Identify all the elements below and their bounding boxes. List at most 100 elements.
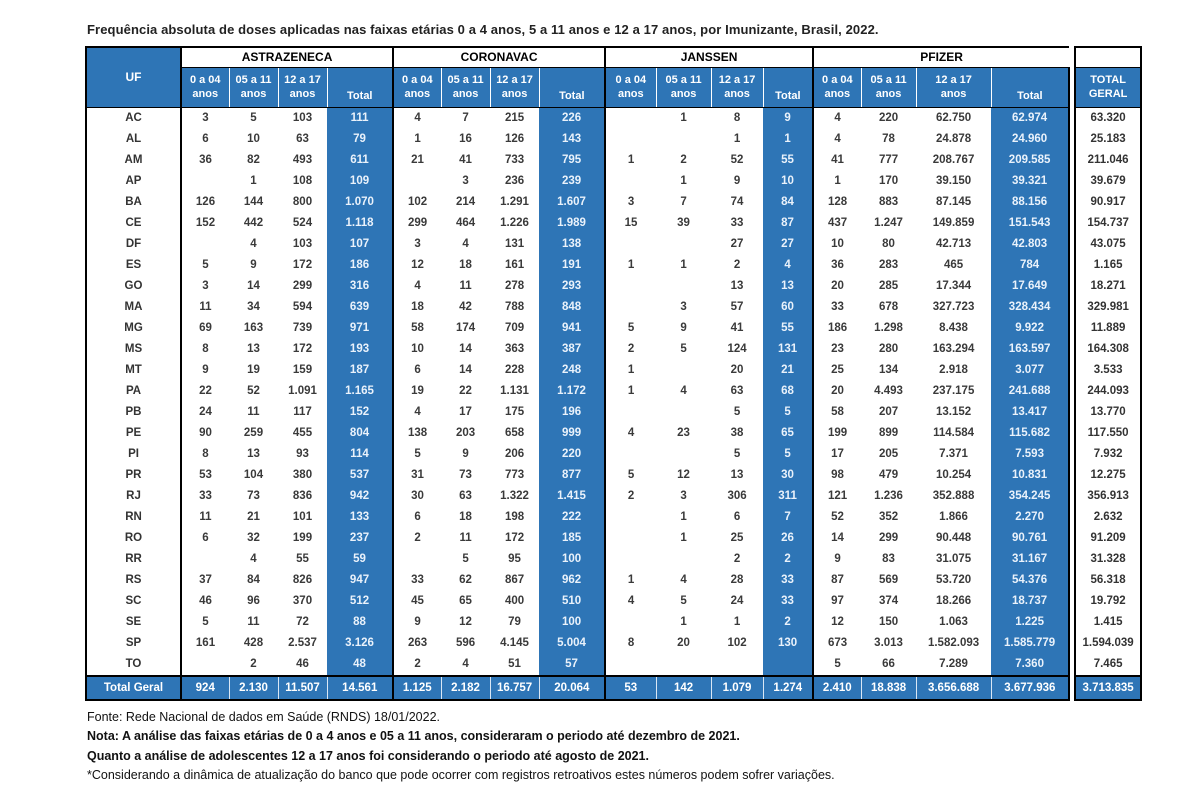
group-total-cell: 185 [539,527,606,549]
data-cell: 1 [733,133,741,145]
vaccine-group-header-coronavac: CORONAVAC [392,46,606,68]
column-gap [1069,47,1076,107]
grand-total-cell: 117.550 [1074,422,1143,444]
column-gap [1069,317,1076,339]
data-cell [604,611,657,633]
data-cell: 14 [812,527,862,549]
group-total-cell: 942 [327,485,394,507]
table-header: UF ASTRAZENECA CORONAVAC JANSSEN PFIZER … [85,46,1143,108]
data-cell: 455 [292,427,313,439]
variation-note: *Considerando a dinâmica de atualização … [87,768,835,782]
table-row: CE 152 442 524 1.118 299 464 1.226 1.989 15 39 33 87… [85,212,1143,234]
data-cell: 493 [292,154,313,166]
group-total-cell: 10 [763,170,814,192]
data-cell: 1.091 [288,385,317,397]
group-total-cell: 537 [327,464,394,486]
data-cell: 17 [812,443,862,465]
table-row: RS 37 84 826 947 33 62 867 962 1 4 28 33 87 569 53.720 5… [85,569,1143,591]
group-total-cell: 5.004 [539,632,606,654]
table-row: AC 3 5 103 111 4 7 215 226 1 8 9 4 220 62.750 62.974 63.… [85,107,1143,129]
data-cell: 3 [680,301,687,313]
data-cell: 30 [392,485,442,507]
row-label: BA [85,191,181,213]
group-total-cell: 237 [327,527,394,549]
data-cell: 78 [882,133,895,145]
data-cell: 138 [392,422,442,444]
group-total-cell: 13 [763,275,814,297]
group-total-cell: 226 [539,107,606,129]
table-row: BA 126 144 800 1.070 102 214 1.291 1.607 3 7 74 84 12… [85,191,1143,213]
data-cell: 199 [812,422,862,444]
group-total-cell: 512 [327,590,394,612]
data-cell: 16 [459,133,472,145]
row-label: RN [85,506,181,528]
column-gap [1069,254,1076,276]
data-cell: 3 [680,490,687,502]
data-cell: 24 [180,401,229,423]
row-label: MG [85,317,181,339]
table-row: RR 4 55 59 5 95 100 2 2 9 83 31.075 31.167 31.328 [85,548,1143,570]
data-cell [180,233,229,255]
grand-total-cell: 11.889 [1074,317,1143,339]
group-total-cell: 100 [539,548,606,570]
group-total-cell: 151.543 [991,212,1071,234]
group-total-cell: 795 [539,149,606,171]
data-cell: 899 [878,427,899,439]
totals-cell: 142 [655,674,712,701]
group-total-cell: 999 [539,422,606,444]
data-cell: 1.226 [500,217,529,229]
data-cell: 352.888 [932,490,975,502]
data-cell: 10.254 [935,469,972,481]
group-total-cell: 877 [539,464,606,486]
group-total-cell: 100 [539,611,606,633]
data-cell: 69 [180,317,229,339]
data-cell: 207 [878,406,899,418]
data-cell: 596 [455,637,476,649]
data-cell: 13 [247,343,260,355]
data-cell: 1 [680,259,687,271]
column-gap [1069,485,1076,507]
group-total-cell: 65 [763,422,814,444]
data-cell: 170 [878,175,899,187]
totals-cell: 2.410 [812,674,862,701]
group-total-cell: 248 [539,359,606,381]
totals-cell: 18.838 [860,674,917,701]
group-total-cell: 1.165 [327,380,394,402]
data-cell: 208.767 [932,154,975,166]
group-total-cell: 62.974 [991,107,1071,129]
data-cell: 4.493 [874,385,903,397]
grand-total-cell: 13.770 [1074,401,1143,423]
column-gap [1069,422,1076,444]
data-cell: 149.859 [932,217,975,229]
data-cell: 37 [180,569,229,591]
data-cell: 10 [392,338,442,360]
data-cell: 4 [250,238,257,250]
data-cell: 1 [680,175,687,187]
data-cell: 1.291 [500,196,529,208]
data-cell: 9 [462,448,469,460]
data-cell: 14 [247,280,260,292]
data-cell: 5 [604,317,657,339]
data-cell: 658 [504,427,525,439]
data-cell: 17 [459,406,472,418]
group-total-cell: 187 [327,359,394,381]
data-cell: 739 [292,322,313,334]
data-cell: 2 [250,658,257,670]
group-total-cell: 68 [763,380,814,402]
data-cell: 104 [243,469,264,481]
data-cell: 1 [680,511,687,523]
data-cell: 53.720 [935,574,972,586]
data-cell: 1.866 [939,511,968,523]
data-cell: 1.063 [939,616,968,628]
grand-total-cell: 211.046 [1074,149,1143,171]
data-cell: 280 [878,343,899,355]
totals-cell: 20.064 [538,674,606,701]
totals-cell: 2.130 [228,674,278,701]
grand-total-sum-cell: 3.713.835 [1074,674,1143,701]
group-total-cell: 1.225 [991,611,1071,633]
data-cell: 38 [730,427,744,439]
data-cell: 773 [504,469,525,481]
data-cell [656,360,711,381]
data-cell: 175 [504,406,525,418]
table-body: AC 3 5 103 111 4 7 215 226 1 8 9 4 220 62.750 62.974 63.… [85,107,1143,701]
